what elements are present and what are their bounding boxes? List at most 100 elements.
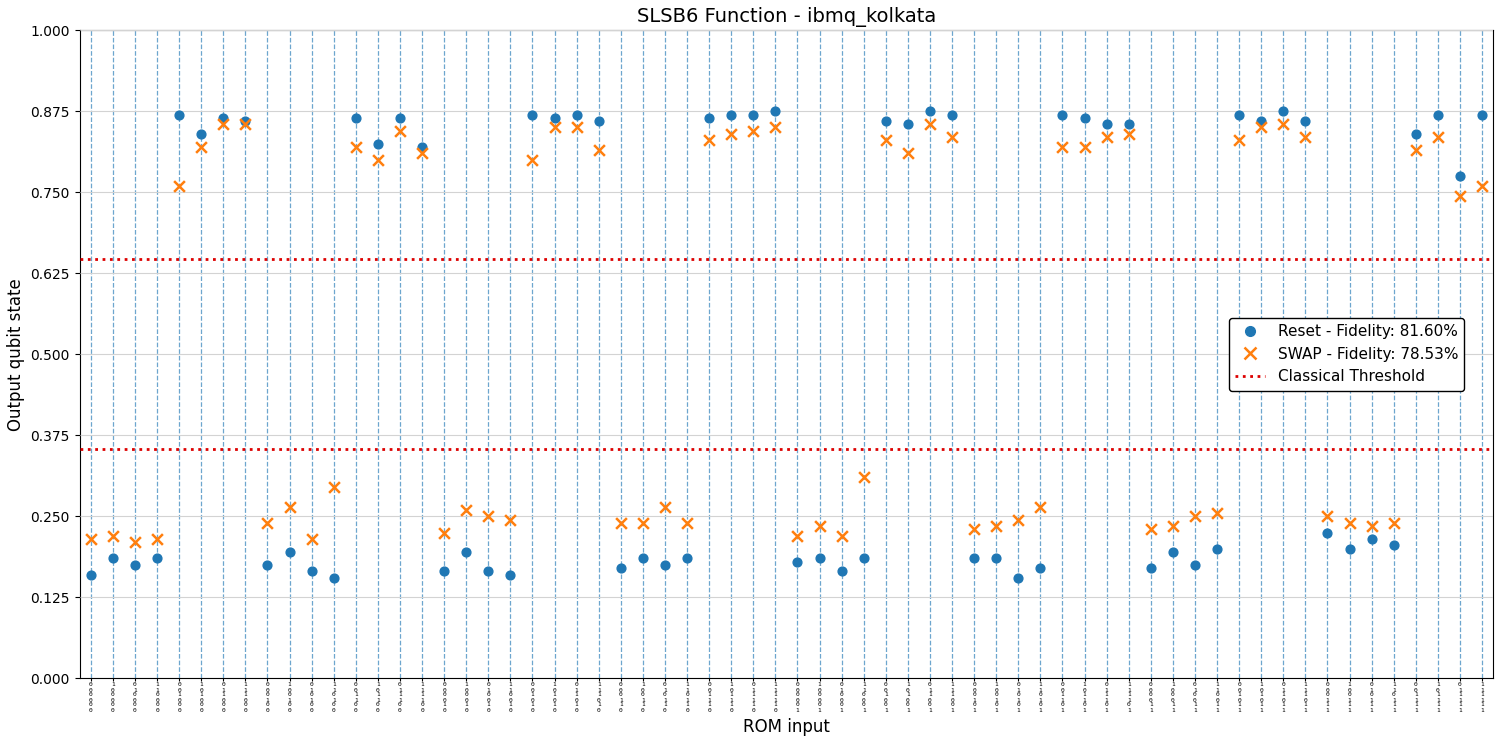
Point [388,111,412,123]
Point [1007,572,1031,584]
Point [300,533,324,545]
Point [189,141,213,153]
Point [543,111,567,123]
Point [718,128,742,140]
Point [234,115,258,127]
Point [1072,141,1096,153]
Point [1359,533,1383,545]
Point [896,147,920,159]
Point [80,533,104,545]
Point [564,122,588,134]
Point [632,517,656,529]
Point [609,517,633,529]
Point [278,546,302,558]
Point [1293,115,1317,127]
Point [786,530,810,542]
Point [586,144,610,156]
Point [477,565,501,577]
Point [1448,189,1472,201]
Point [962,553,986,565]
Point [477,510,501,522]
Point [1426,132,1450,143]
Point [543,122,567,134]
Point [1184,559,1208,571]
Point [1116,118,1140,130]
Point [520,154,544,166]
Point [632,553,656,565]
Point [388,125,412,137]
Point [255,559,279,571]
Point [1095,132,1119,143]
Point [741,125,765,137]
Point [675,517,699,529]
Point [675,553,699,565]
Point [410,147,434,159]
Point [962,523,986,535]
Point [918,118,942,130]
Point [807,520,831,532]
Point [896,118,920,130]
Point [1227,108,1251,120]
Point [1072,111,1096,123]
Point [586,115,610,127]
Point [454,504,478,516]
Point [366,137,390,149]
Point [1161,546,1185,558]
Point [786,556,810,568]
Point [211,118,236,130]
Point [520,108,544,120]
Point [100,530,124,542]
Point [100,553,124,565]
Point [852,472,876,484]
Point [1184,510,1208,522]
Point [874,115,898,127]
Point [1293,132,1317,143]
Point [321,572,345,584]
Point [255,517,279,529]
Point [498,513,522,525]
Point [211,111,236,123]
Point [1007,513,1031,525]
Point [344,141,368,153]
Point [1050,141,1074,153]
Point [123,536,147,548]
Point [1050,108,1074,120]
X-axis label: ROM input: ROM input [742,718,830,736]
Point [830,565,854,577]
Point [498,568,522,580]
Point [1161,520,1185,532]
Point [698,134,721,146]
Point [1029,501,1053,513]
Point [1250,115,1274,127]
Point [454,546,478,558]
Point [1029,562,1053,574]
Point [1116,128,1140,140]
Point [410,141,434,153]
Point [1138,562,1162,574]
Point [1448,170,1472,182]
Point [321,481,345,493]
Point [984,520,1008,532]
Point [1382,539,1406,551]
Legend: Reset - Fidelity: 81.60%, SWAP - Fidelity: 78.53%, Classical Threshold: Reset - Fidelity: 81.60%, SWAP - Fidelit… [1228,318,1464,391]
Point [432,565,456,577]
Point [344,111,368,123]
Point [1404,128,1428,140]
Point [1404,144,1428,156]
Point [1204,507,1228,519]
Point [366,154,390,166]
Title: SLSB6 Function - ibmq_kolkata: SLSB6 Function - ibmq_kolkata [638,7,936,27]
Point [1227,134,1251,146]
Point [189,128,213,140]
Point [852,553,876,565]
Point [432,527,456,539]
Point [1470,108,1494,120]
Point [609,562,633,574]
Point [123,559,147,571]
Point [80,568,104,580]
Point [1204,543,1228,555]
Point [1272,118,1296,130]
Point [1382,517,1406,529]
Point [146,553,170,565]
Point [940,132,964,143]
